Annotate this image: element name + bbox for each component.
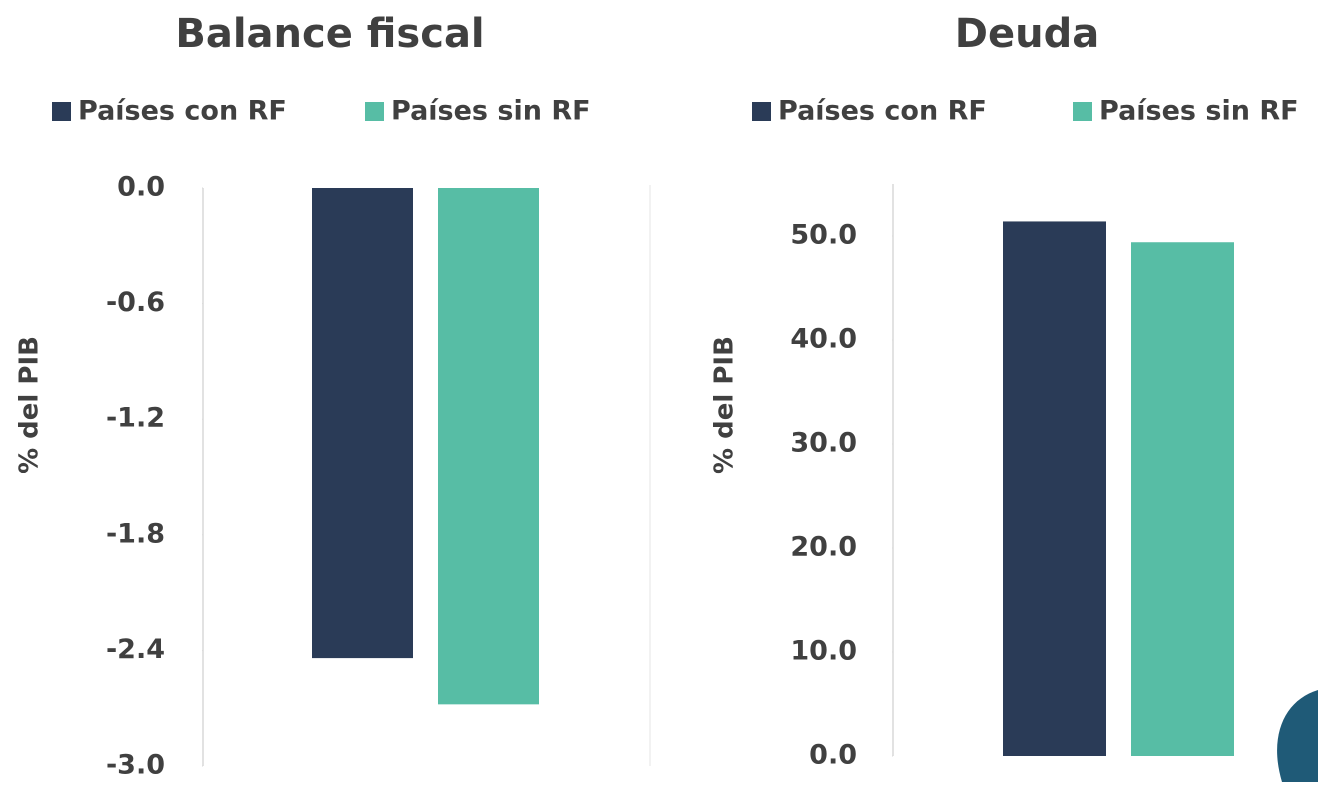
y-tick-label: -0.6 (106, 287, 165, 318)
legend-swatch (752, 102, 771, 121)
y-tick-label: -1.2 (106, 403, 165, 434)
legend-label: Países con RF (78, 96, 287, 127)
bar (1003, 221, 1106, 756)
logo-shape (1300, 700, 1318, 728)
y-tick-label: 0.0 (809, 740, 857, 771)
y-tick-label: 40.0 (790, 324, 857, 355)
chart-title: Deuda (955, 11, 1099, 57)
y-axis-label: % del PIB (15, 336, 45, 474)
legend-label: Países sin RF (391, 96, 591, 127)
y-tick-label: -3.0 (106, 750, 165, 781)
logo (1277, 690, 1318, 782)
chart-title: Balance fiscal (175, 11, 484, 57)
logo-shape (1277, 690, 1318, 782)
legend-label: Países sin RF (1099, 96, 1299, 127)
y-tick-label: -1.8 (106, 518, 165, 549)
bar (312, 188, 413, 659)
y-tick-label: 30.0 (790, 428, 857, 459)
legend-label: Países con RF (778, 96, 987, 127)
y-axis-label: % del PIB (710, 336, 740, 474)
legend-swatch (52, 102, 71, 121)
y-tick-label: 50.0 (790, 220, 857, 251)
bar (1131, 242, 1234, 757)
legend-swatch (365, 102, 384, 121)
y-tick-label: 0.0 (117, 172, 165, 203)
bar (438, 188, 539, 705)
y-tick-label: -2.4 (106, 634, 165, 665)
legend-swatch (1073, 102, 1092, 121)
y-tick-label: 10.0 (790, 636, 857, 667)
y-tick-label: 20.0 (790, 532, 857, 563)
